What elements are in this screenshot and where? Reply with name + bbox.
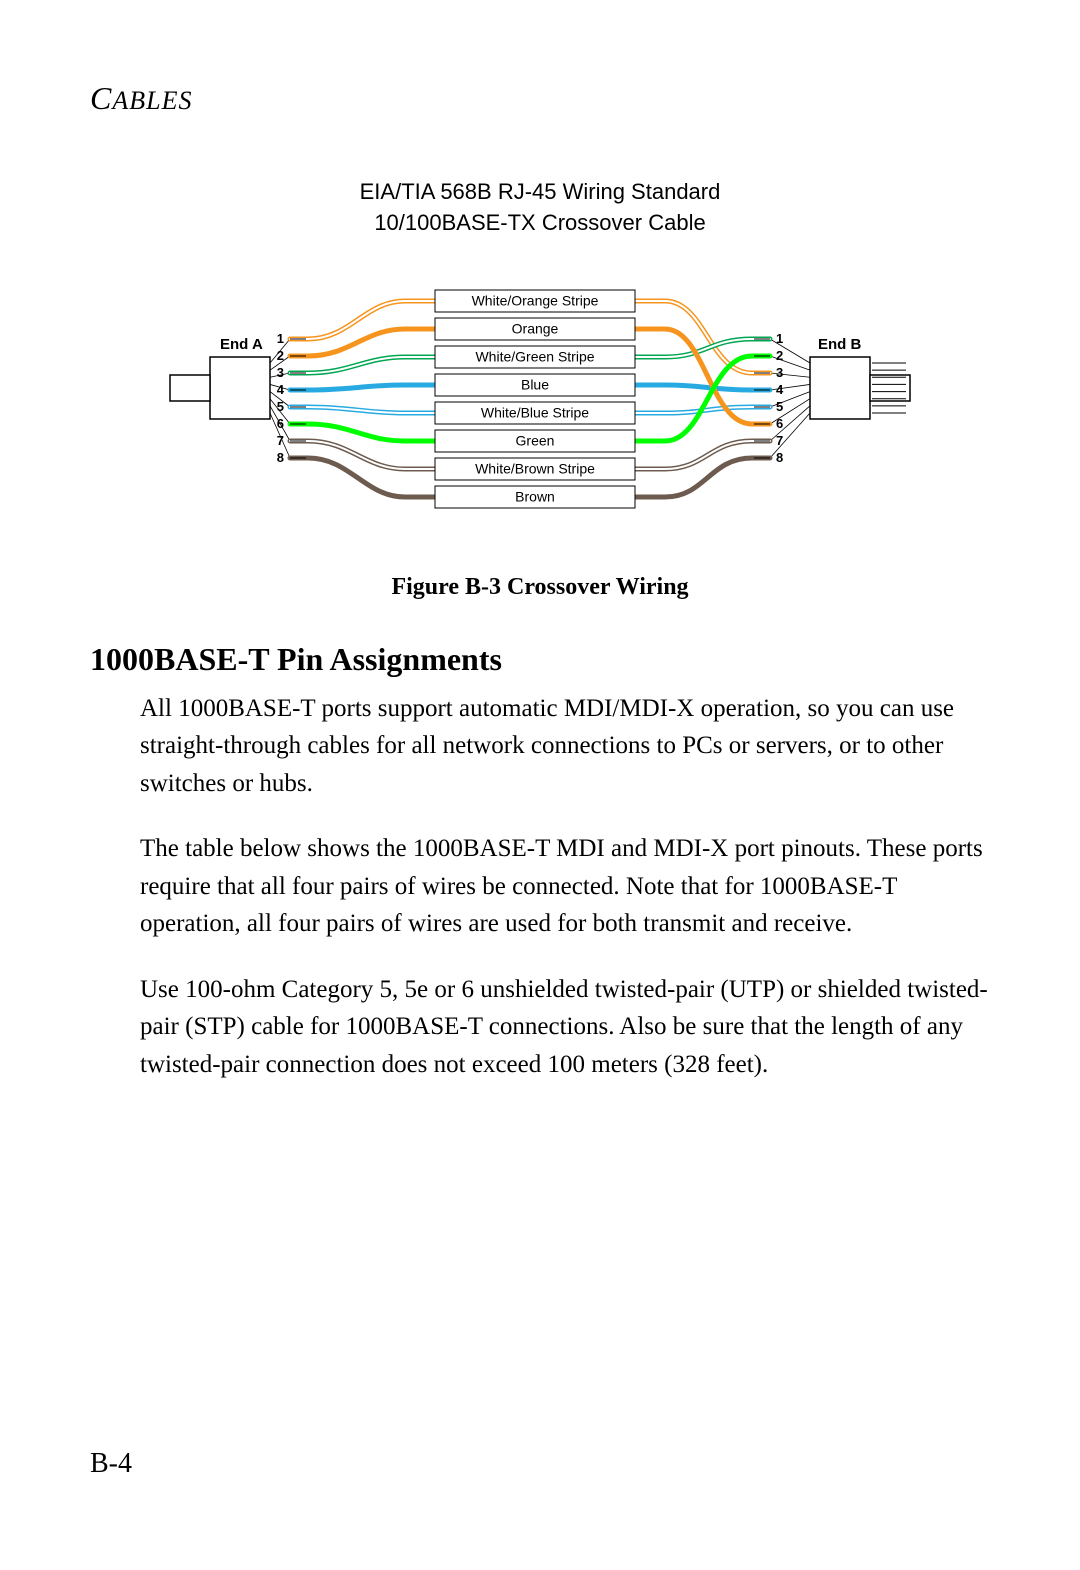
svg-text:1: 1	[776, 331, 783, 346]
svg-text:White/Brown Stripe: White/Brown Stripe	[475, 460, 595, 476]
svg-text:4: 4	[776, 382, 784, 397]
figure-caption: Figure B-3 Crossover Wiring	[90, 574, 990, 601]
svg-text:1: 1	[277, 331, 284, 346]
svg-text:2: 2	[776, 348, 783, 363]
diagram-title-line1: EIA/TIA 568B RJ-45 Wiring Standard	[360, 179, 721, 204]
svg-text:8: 8	[776, 450, 783, 465]
svg-text:Brown: Brown	[515, 488, 555, 504]
body-paragraph-3: Use 100-ohm Category 5, 5e or 6 unshield…	[140, 971, 990, 1084]
svg-text:7: 7	[776, 433, 783, 448]
page-header: CABLES	[90, 80, 990, 117]
section-heading: 1000BASE-T Pin Assignments	[90, 641, 990, 678]
svg-text:End B: End B	[818, 336, 861, 353]
svg-text:Blue: Blue	[521, 376, 549, 392]
page-number: B-4	[90, 1448, 132, 1480]
svg-text:5: 5	[277, 399, 284, 414]
header-rest: ABLES	[112, 86, 192, 115]
svg-text:End A: End A	[220, 336, 263, 353]
svg-text:8: 8	[277, 450, 284, 465]
svg-text:Green: Green	[516, 432, 555, 448]
svg-text:Orange: Orange	[512, 320, 559, 336]
svg-text:6: 6	[277, 416, 284, 431]
wiring-diagram: End A End B 1 1 2 2 3 3 4 4 5 5 6 6 7 7 8 8 White/Orange S…	[130, 249, 950, 559]
svg-text:7: 7	[277, 433, 284, 448]
diagram-title: EIA/TIA 568B RJ-45 Wiring Standard 10/10…	[90, 177, 990, 239]
svg-text:2: 2	[277, 348, 284, 363]
svg-text:4: 4	[277, 382, 285, 397]
svg-text:3: 3	[277, 365, 284, 380]
svg-text:3: 3	[776, 365, 783, 380]
svg-text:5: 5	[776, 399, 783, 414]
svg-text:White/Blue Stripe: White/Blue Stripe	[481, 404, 589, 420]
svg-text:White/Orange Stripe: White/Orange Stripe	[472, 292, 599, 308]
svg-text:6: 6	[776, 416, 783, 431]
body-paragraph-1: All 1000BASE-T ports support automatic M…	[140, 690, 990, 803]
diagram-title-line2: 10/100BASE-TX Crossover Cable	[374, 210, 705, 235]
body-paragraph-2: The table below shows the 1000BASE-T MDI…	[140, 830, 990, 943]
header-first-letter: C	[90, 80, 112, 116]
svg-text:White/Green Stripe: White/Green Stripe	[475, 348, 594, 364]
